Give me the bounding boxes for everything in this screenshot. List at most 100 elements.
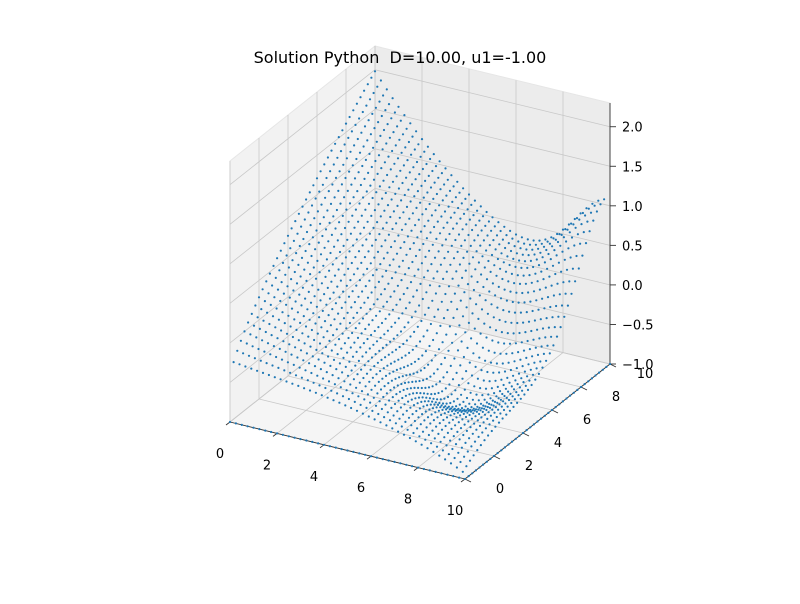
data-point [367,202,371,205]
data-point [463,477,467,481]
data-point [396,125,399,128]
data-point [280,281,283,284]
data-point [428,284,432,287]
data-point [450,174,453,177]
data-point [556,240,560,244]
data-point [519,247,522,250]
data-point [432,197,435,200]
data-point [315,177,319,180]
data-point [368,380,371,383]
data-point [363,398,366,401]
data-point [422,335,425,338]
data-point [390,379,393,382]
data-point [347,267,350,270]
data-point [592,219,595,222]
data-point [506,405,509,408]
data-point [554,406,557,409]
data-point [353,341,356,344]
data-point [439,188,442,191]
data-point [465,306,468,309]
data-point [418,248,421,251]
data-point [465,396,469,400]
data-point [494,329,498,332]
data-point [407,140,410,144]
data-point [466,450,469,453]
data-point [405,127,408,130]
data-point [451,447,454,451]
data-point [440,363,443,366]
data-point [393,360,396,363]
data-point [376,221,379,224]
data-point [511,237,514,240]
data-point [427,400,430,403]
data-point [391,180,395,183]
data-point [431,385,434,388]
data-point [375,314,378,317]
data-point [388,264,391,267]
data-point [450,300,453,303]
data-point [487,220,490,223]
data-point [430,413,433,416]
data-point [409,335,412,338]
data-point [542,245,546,248]
data-point [338,362,341,365]
data-point [358,202,361,205]
data-point [347,397,350,401]
data-point [605,365,608,368]
data-point [529,300,532,303]
data-point [425,396,428,399]
data-point [393,162,396,165]
data-point [412,431,415,435]
data-point [381,377,384,380]
data-point [440,404,443,407]
data-point [307,290,310,293]
data-point [317,442,320,445]
data-point [465,429,468,432]
data-point [442,418,445,422]
data-point [260,308,263,311]
data-point [473,422,476,425]
data-point [400,356,403,359]
data-point [457,421,460,424]
data-point [381,148,384,151]
data-point [460,410,463,413]
data-point [417,396,421,399]
data-point [444,458,447,461]
data-point [497,421,501,424]
data-point [421,213,424,216]
data-point [563,258,566,261]
data-point [385,88,388,91]
data-point [569,256,572,259]
data-point [387,459,390,462]
data-point [574,226,577,229]
data-point [262,319,265,322]
data-point [429,375,432,378]
data-point [356,311,359,314]
data-point [423,150,426,153]
data-point [439,406,442,409]
data-point [359,306,362,309]
data-point [322,443,326,446]
data-point [249,333,252,336]
data-point [397,105,400,108]
data-point [368,98,372,101]
data-point [409,387,412,390]
data-point [348,202,352,205]
data-point [509,229,512,232]
data-point [348,115,351,119]
data-point [515,391,518,394]
data-point [544,238,547,241]
data-point [374,384,377,387]
x-tick-label: 8 [404,493,412,508]
data-point [558,403,561,406]
data-point [308,362,311,365]
data-point [375,373,378,376]
data-point [579,242,582,245]
data-point [376,298,379,301]
data-point [373,329,376,333]
data-point [362,376,365,380]
data-point [457,384,460,387]
data-point [328,269,331,272]
y-tick-mark [493,455,501,460]
data-point [477,399,480,402]
